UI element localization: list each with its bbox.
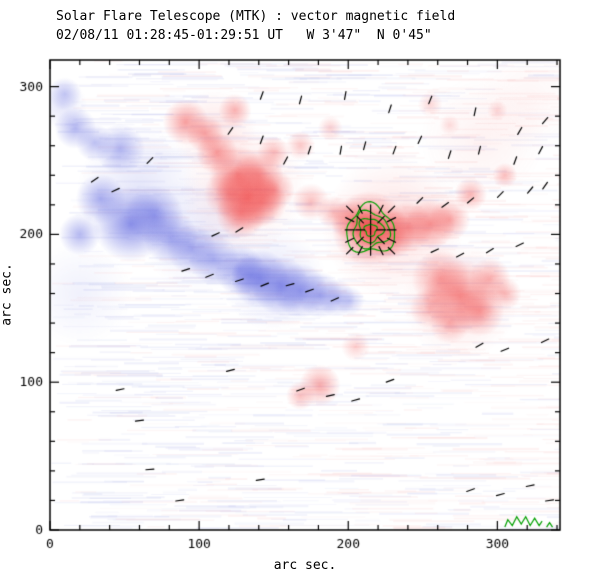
chart-subtitle: 02/08/11 01:28:45-01:29:51 UT W 3'47" N … [56, 28, 432, 43]
x-axis-label: arc sec. [273, 558, 337, 573]
y-axis-label: arc sec. [0, 263, 15, 326]
chart-title: Solar Flare Telescope (MTK) : vector mag… [56, 9, 456, 24]
